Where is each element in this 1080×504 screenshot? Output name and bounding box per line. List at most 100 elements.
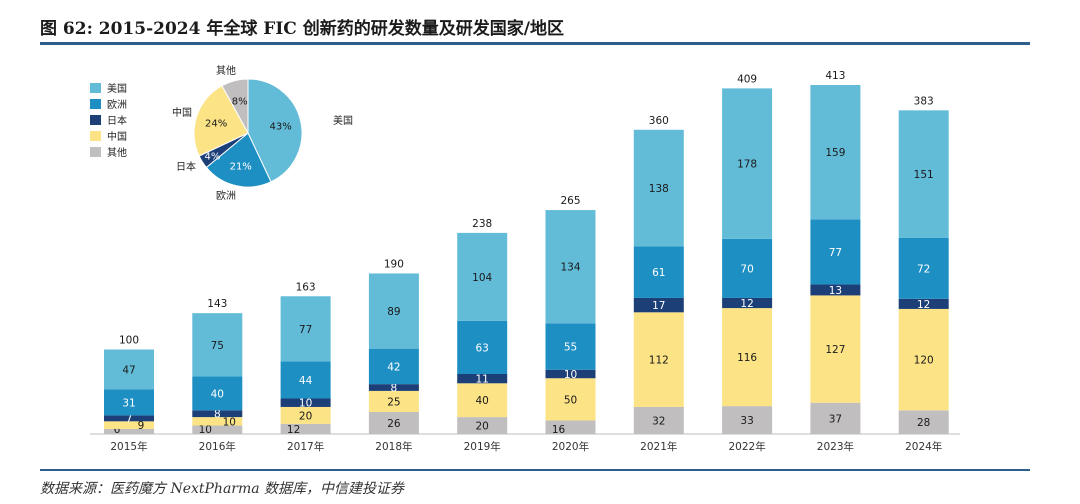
data-label-其他: 16 [552, 424, 566, 436]
x-tick-label: 2021年 [640, 440, 677, 453]
bar-segment-美国 [810, 85, 861, 220]
data-label-其他: 20 [476, 421, 489, 433]
figure-title: 图 62: 2015-2024 年全球 FIC 创新药的研发数量及研发国家/地区 [40, 19, 564, 39]
total-label: 190 [384, 258, 404, 270]
bar-segment-美国 [192, 313, 243, 377]
pie-value-label: 8% [232, 97, 248, 108]
pie-category-label: 日本 [176, 160, 196, 173]
data-label-日本: 13 [829, 285, 842, 297]
pie-value-label: 21% [230, 162, 252, 173]
x-tick-label: 2024年 [905, 440, 942, 453]
bar-segment-美国 [722, 88, 773, 239]
total-label: 143 [207, 298, 227, 310]
data-label-日本: 10 [299, 398, 312, 410]
legend-swatch-中国 [90, 131, 101, 141]
bar-segment-中国 [280, 406, 331, 424]
bar-segment-中国 [368, 390, 419, 413]
data-label-欧洲: 63 [476, 342, 489, 354]
pie-category-label: 其他 [216, 64, 236, 77]
data-label-美国: 89 [387, 306, 400, 318]
data-label-日本: 17 [652, 300, 665, 312]
data-label-中国: 116 [737, 352, 757, 364]
bar-segment-中国 [192, 417, 243, 426]
bar-segment-日本 [810, 284, 861, 296]
data-label-欧洲: 70 [740, 263, 753, 275]
data-label-欧洲: 31 [122, 397, 135, 409]
pie-category-label: 欧洲 [216, 190, 236, 202]
bar-segment-中国 [545, 378, 596, 421]
pie-slice-美国 [247, 78, 303, 183]
source-note: 数据来源：医药魔方 NextPharma 数据库，中信建投证券 [40, 481, 405, 497]
data-label-日本: 11 [476, 374, 489, 386]
data-label-美国: 138 [649, 183, 669, 195]
bar-segment-美国 [368, 273, 419, 349]
bar-segment-中国 [810, 295, 861, 403]
bar-segment-中国 [104, 421, 154, 429]
data-label-日本: 12 [917, 299, 930, 311]
legend-label: 欧洲 [107, 99, 127, 111]
total-label: 100 [119, 334, 139, 346]
x-tick-label: 2015年 [110, 440, 147, 453]
pie-value-label: 43% [270, 122, 292, 133]
data-label-美国: 159 [825, 147, 845, 159]
x-tick-label: 2017年 [287, 440, 324, 453]
bar-segment-美国 [104, 349, 154, 390]
pie-category-label: 中国 [172, 106, 192, 119]
bar-segment-其他 [280, 423, 331, 434]
bar-segment-日本 [457, 374, 508, 384]
bar-segment-其他 [545, 420, 596, 434]
bar-segment-欧洲 [192, 376, 243, 411]
data-label-日本: 8 [214, 409, 221, 421]
bar-segment-欧洲 [633, 246, 684, 298]
bar-segment-其他 [192, 425, 243, 434]
bar-segment-日本 [722, 297, 773, 309]
bar-segment-中国 [633, 312, 684, 407]
data-label-欧洲: 44 [299, 375, 313, 387]
bar-segment-其他 [457, 417, 508, 434]
x-tick-label: 2016年 [199, 440, 236, 453]
data-label-其他: 33 [740, 415, 753, 427]
data-label-中国: 112 [649, 355, 669, 367]
bar-segment-其他 [104, 428, 154, 434]
bar-segment-日本 [280, 398, 331, 407]
legend-label: 美国 [107, 82, 127, 95]
bar-segment-欧洲 [898, 237, 949, 299]
legend-swatch-美国 [90, 83, 101, 93]
bar-segment-美国 [280, 296, 331, 362]
bar-segment-日本 [633, 297, 684, 313]
total-label: 163 [296, 281, 316, 293]
total-label: 360 [649, 115, 669, 127]
total-label: 413 [825, 70, 845, 82]
data-label-欧洲: 72 [917, 263, 930, 275]
data-label-日本: 7 [126, 413, 133, 425]
bar-segment-日本 [545, 369, 596, 379]
total-label: 238 [472, 218, 492, 230]
data-label-欧洲: 40 [211, 388, 224, 400]
bar-segment-日本 [192, 410, 243, 418]
data-label-美国: 104 [472, 272, 492, 284]
data-label-中国: 20 [299, 410, 312, 422]
data-label-其他: 10 [199, 424, 212, 436]
data-label-日本: 12 [740, 298, 753, 310]
data-label-其他: 6 [114, 424, 121, 436]
data-label-日本: 10 [564, 369, 577, 381]
bar-segment-中国 [722, 308, 773, 407]
x-tick-label: 2022年 [728, 440, 765, 453]
data-label-中国: 120 [914, 355, 934, 367]
pie-value-label: 24% [205, 119, 227, 130]
x-tick-label: 2018年 [375, 440, 412, 453]
data-label-其他: 37 [829, 413, 842, 425]
data-label-中国: 10 [223, 416, 236, 428]
data-label-中国: 9 [138, 420, 145, 432]
bar-segment-欧洲 [368, 348, 419, 385]
data-label-欧洲: 55 [564, 342, 577, 354]
total-label: 383 [914, 95, 934, 107]
data-label-中国: 127 [825, 344, 845, 356]
data-label-美国: 178 [737, 159, 757, 171]
data-label-其他: 28 [917, 417, 930, 429]
data-label-欧洲: 61 [652, 267, 665, 279]
title-divider [40, 42, 1030, 45]
data-label-美国: 134 [560, 262, 580, 274]
bar-segment-欧洲 [457, 320, 508, 375]
